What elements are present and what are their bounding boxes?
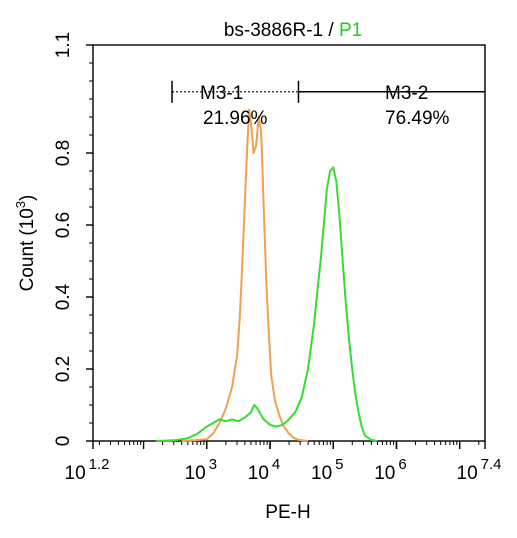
- marker-m3-2-name: M3-2: [385, 83, 428, 104]
- x-tick-base: 10: [374, 463, 395, 484]
- x-tick-label: 10 7.4: [457, 456, 502, 484]
- x-axis-label: PE-H: [265, 502, 310, 523]
- x-tick-base: 10: [248, 463, 269, 484]
- chart-title-separator: /: [323, 20, 339, 41]
- x-tick-base: 10: [457, 463, 478, 484]
- chart-title-gate: P1: [339, 20, 362, 41]
- y-tick-label: 0.2: [53, 356, 74, 382]
- y-axis-label-unit-exponent: 3: [13, 201, 28, 208]
- x-tick-label: 10 6: [374, 456, 406, 484]
- x-tick-label: 10 3: [185, 456, 217, 484]
- marker-m3-1-percent: 21.96%: [203, 108, 268, 129]
- x-tick-label: 10 5: [311, 456, 343, 484]
- x-tick-base: 10: [311, 463, 332, 484]
- x-tick-exponent: 5: [335, 456, 343, 473]
- y-axis-label-unit: (10: [17, 208, 38, 235]
- x-tick-label: 10 1.2: [65, 456, 110, 484]
- x-tick-exponent: 6: [398, 456, 406, 473]
- x-tick-exponent: 7.4: [481, 456, 502, 473]
- y-tick-label: 0: [53, 436, 74, 447]
- y-tick-label: 1.1: [53, 32, 74, 58]
- series-line-1: [181, 108, 309, 442]
- x-tick-exponent: 3: [209, 456, 217, 473]
- plot-frame: [92, 44, 486, 442]
- chart-title: bs-3886R-1 / P1: [224, 20, 362, 41]
- x-axis: 10 1.2 10 3 10 4 10 5 10 6 10 7.4: [65, 441, 502, 484]
- marker-layer: M3-1 21.96% M3-2 76.49%: [171, 80, 485, 129]
- chart-title-sample: bs-3886R-1: [224, 20, 323, 41]
- y-tick-label: 0.8: [53, 140, 74, 166]
- y-axis: 0 0.2 0.4 0.6 0.8 1.1: [53, 32, 93, 447]
- x-tick-label: 10 4: [248, 456, 280, 484]
- x-tick-exponent: 1.2: [89, 456, 110, 473]
- series-layer: [156, 108, 378, 442]
- y-tick-label: 0.6: [53, 212, 74, 238]
- x-tick-base: 10: [65, 463, 86, 484]
- x-tick-base: 10: [185, 463, 206, 484]
- x-tick-exponent: 4: [272, 456, 280, 473]
- marker-m3-2-percent: 76.49%: [385, 108, 450, 129]
- y-tick-label: 0.4: [53, 283, 74, 310]
- y-axis-label-unit-close: ): [17, 195, 38, 201]
- y-axis-label-main: Count: [17, 240, 38, 291]
- y-axis-label: Count (103): [13, 195, 38, 292]
- series-line-2: [156, 166, 378, 442]
- marker-m3-1-name: M3-1: [200, 83, 243, 104]
